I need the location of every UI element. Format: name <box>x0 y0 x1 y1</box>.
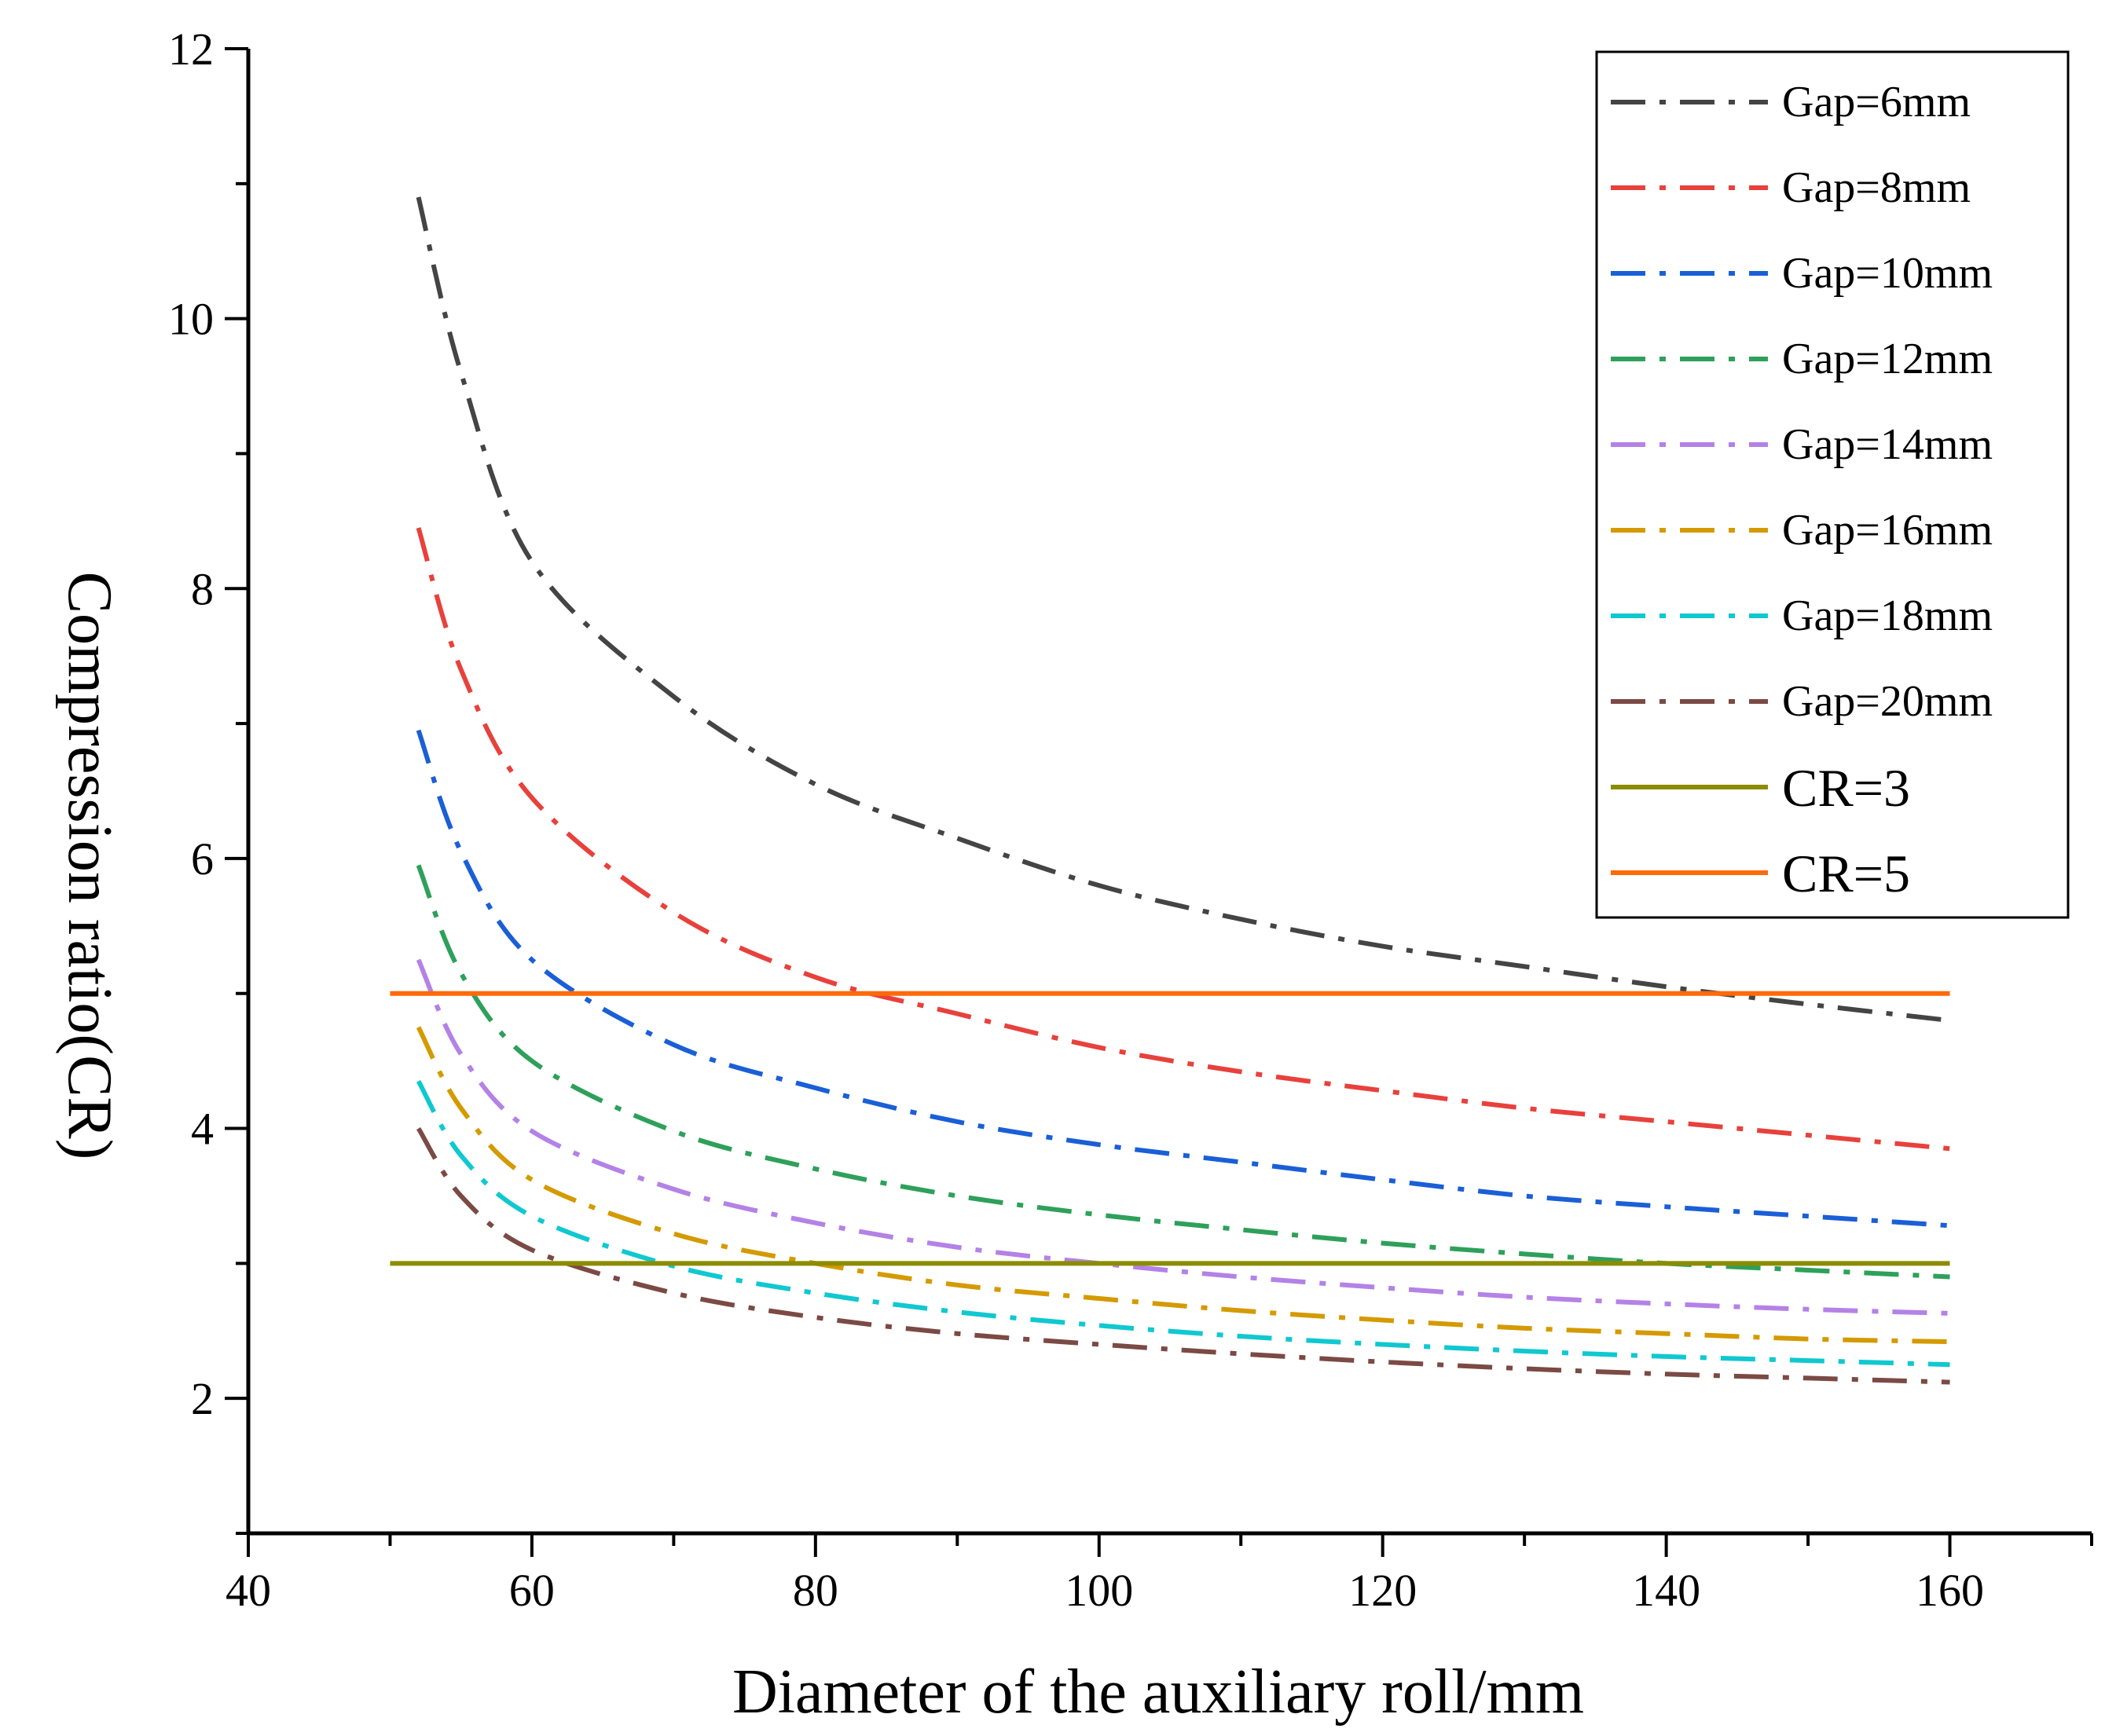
legend-label: Gap=18mm <box>1782 591 1993 640</box>
series-line-gap-16mm <box>416 1026 1950 1345</box>
y-axis-title: Compression ratio(CR) <box>55 572 124 1160</box>
series-line-gap-8mm <box>416 527 1950 1152</box>
series-line-gap-14mm <box>416 958 1950 1316</box>
y-tick-label: 2 <box>191 1373 214 1424</box>
legend-label: Gap=20mm <box>1782 677 1993 726</box>
y-tick-label: 10 <box>168 294 214 345</box>
x-tick-label: 140 <box>1632 1565 1700 1616</box>
x-tick-label: 100 <box>1065 1565 1133 1616</box>
x-tick-label: 120 <box>1348 1565 1417 1616</box>
series-line-gap-20mm <box>416 1126 1950 1385</box>
legend-label: Gap=12mm <box>1782 335 1993 383</box>
series-line-gap-6mm <box>416 196 1950 1024</box>
legend-label: Gap=6mm <box>1782 78 1971 126</box>
axes: 40 60 80 100 120 140 160 2 4 6 8 10 12 <box>168 24 2093 1616</box>
legend: Gap=6mm Gap=8mm Gap=10mm Gap=12mm Gap=14mm Ga… <box>1595 50 2070 919</box>
x-axis-title: Diameter of the auxiliary roll/mm <box>732 1657 1584 1727</box>
y-tick-label: 8 <box>191 563 214 614</box>
legend-label: Gap=8mm <box>1782 163 1971 212</box>
series-line-gap-10mm <box>416 729 1950 1229</box>
legend-label: Gap=10mm <box>1782 249 1993 298</box>
y-tick-label: 12 <box>168 24 214 75</box>
legend-label: CR=5 <box>1782 844 1910 903</box>
y-tick-label: 6 <box>191 833 214 884</box>
legend-label: CR=3 <box>1782 758 1910 818</box>
legend-box <box>1595 50 2070 919</box>
legend-label: Gap=14mm <box>1782 420 1993 469</box>
y-tick-label: 4 <box>191 1104 214 1155</box>
x-tick-label: 80 <box>793 1565 838 1616</box>
series-line-gap-12mm <box>416 864 1950 1280</box>
legend-label: Gap=16mm <box>1782 506 1993 555</box>
x-tick-label: 40 <box>226 1565 271 1616</box>
series-line-gap-18mm <box>416 1079 1950 1368</box>
plot-lines <box>390 196 1950 1385</box>
x-tick-label: 60 <box>509 1565 555 1616</box>
x-tick-label: 160 <box>1916 1565 1984 1616</box>
